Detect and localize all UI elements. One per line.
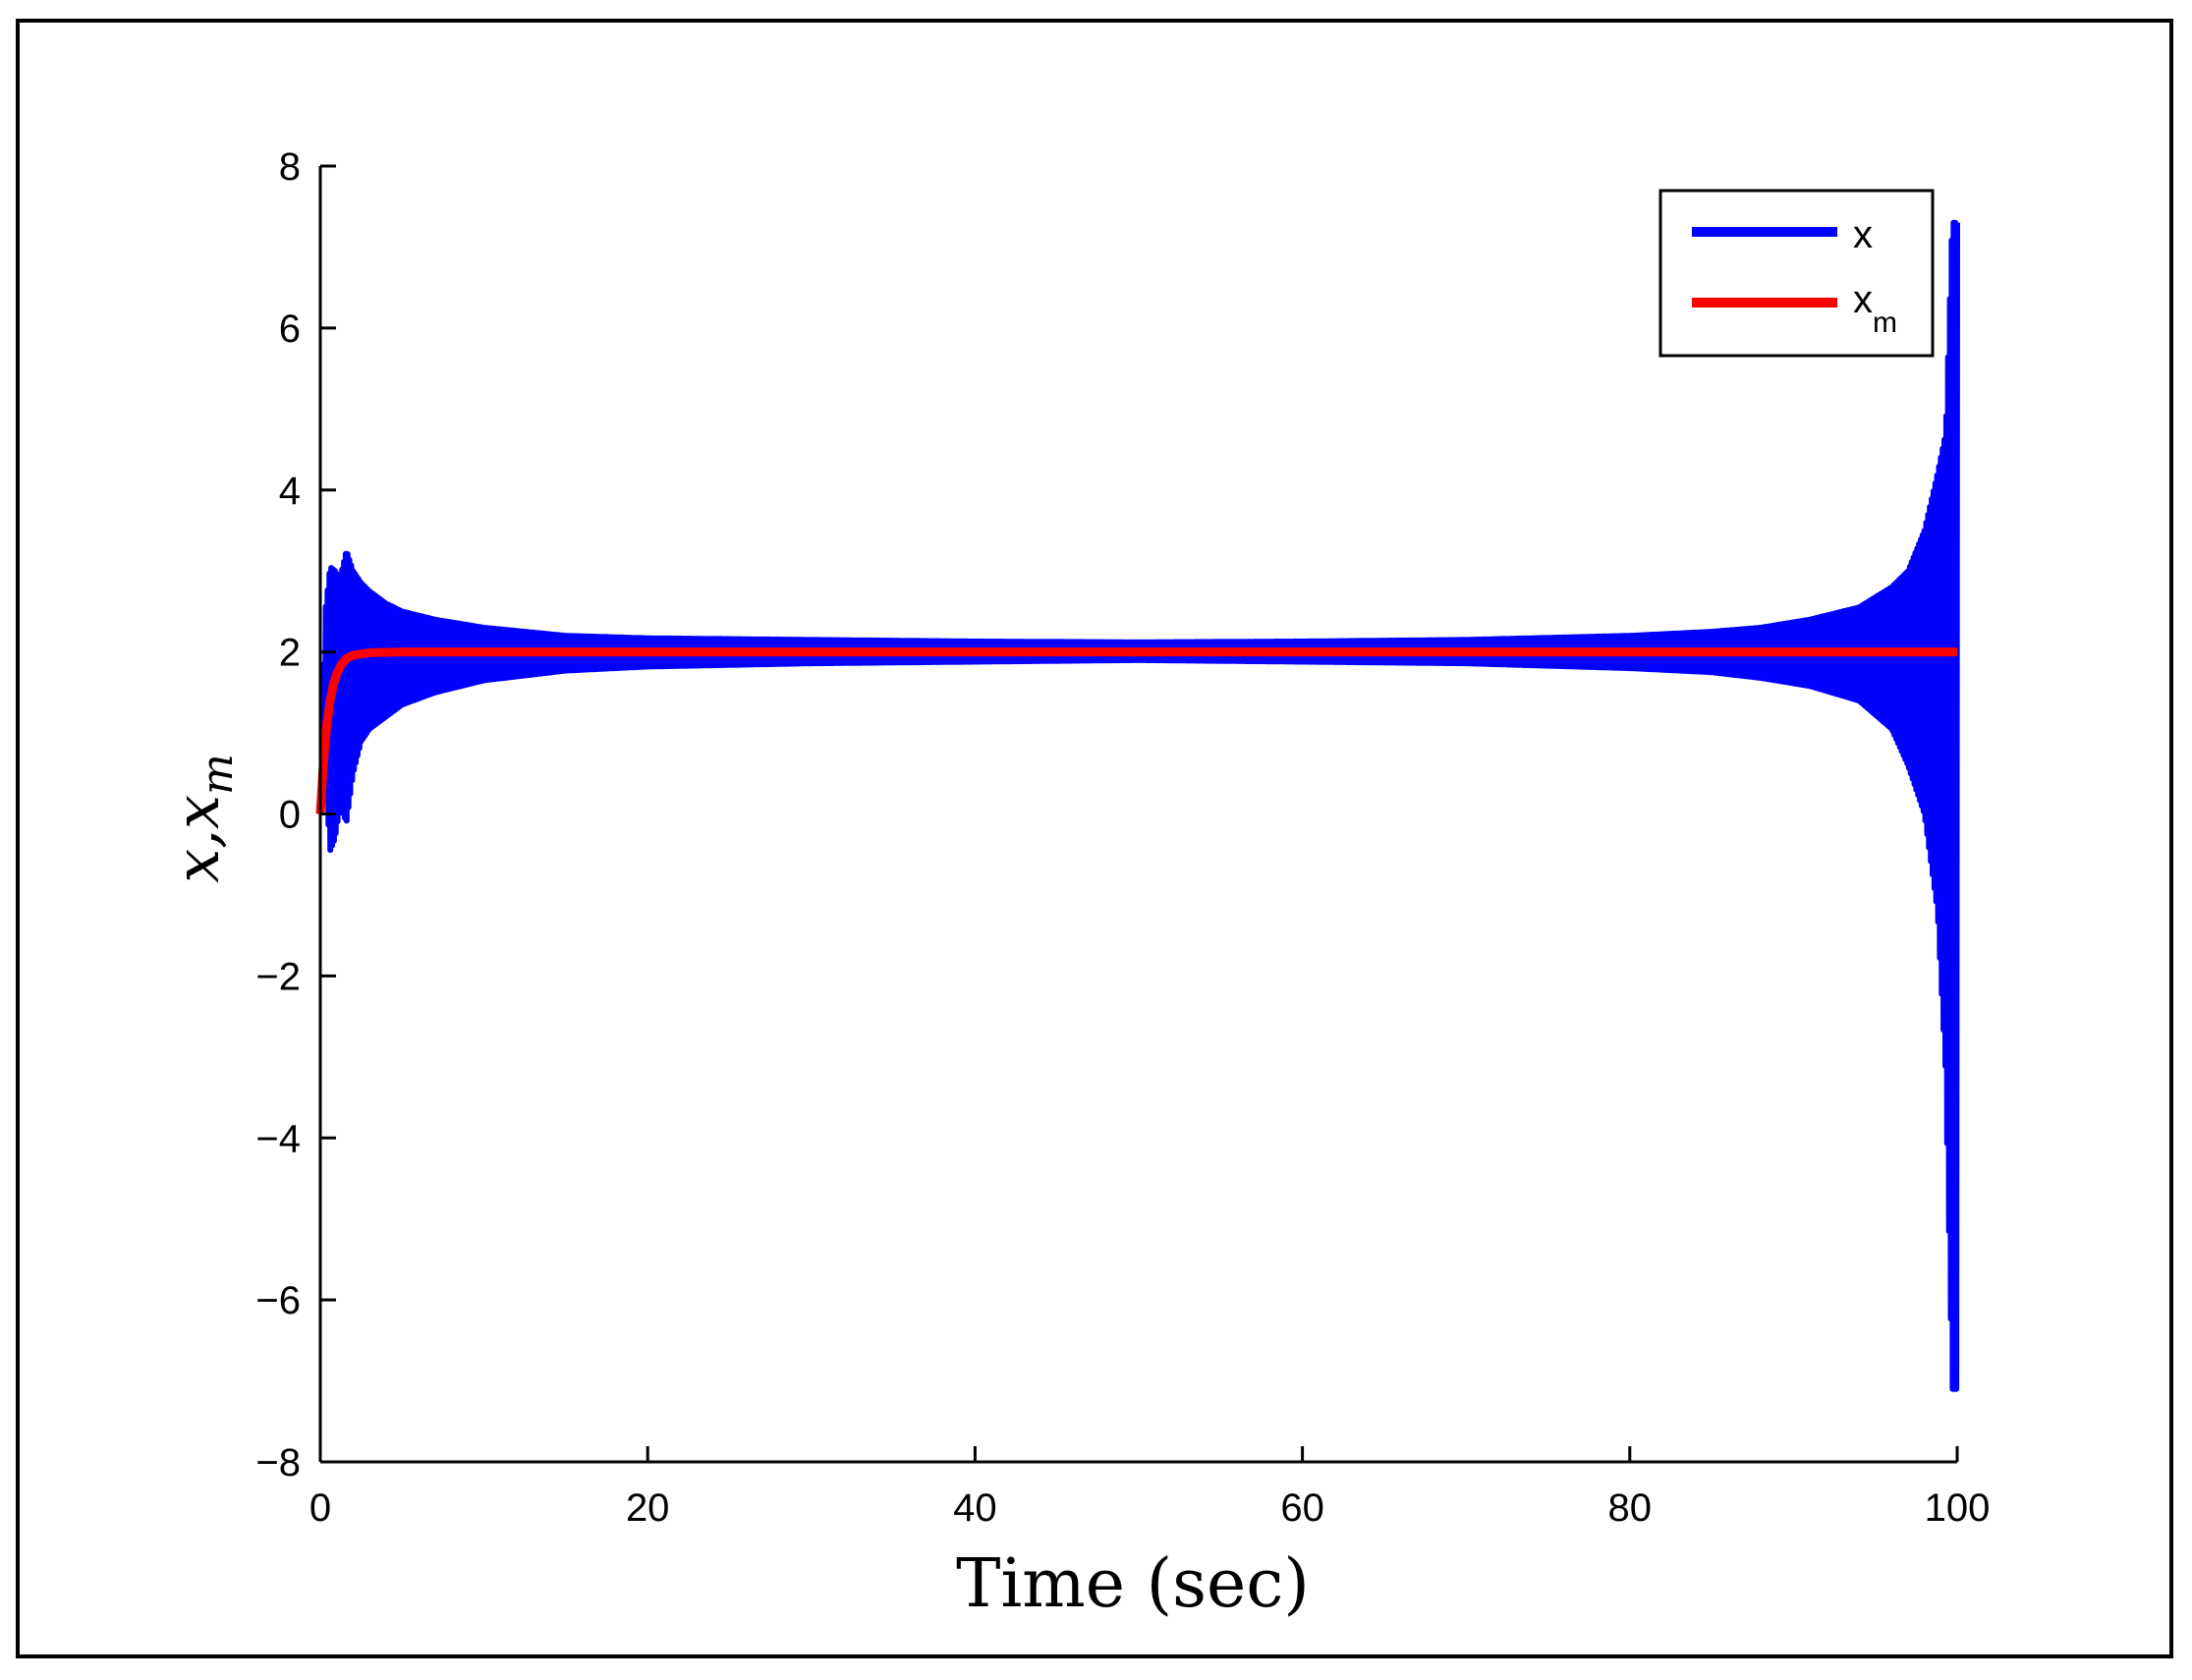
y-axis-title: x,xm <box>161 754 243 882</box>
legend-label-x: x <box>1853 213 1873 256</box>
y-tick-label: 8 <box>279 145 301 189</box>
y-axis-label-main: x,x <box>161 795 233 883</box>
x-tick-label: 80 <box>1608 1486 1653 1530</box>
y-tick-label: −8 <box>255 1441 301 1484</box>
y-tick-label: −4 <box>255 1117 301 1160</box>
legend: x xm <box>1658 189 1935 358</box>
x-tick-label: 100 <box>1925 1486 1991 1530</box>
y-tick-label: 2 <box>279 632 301 675</box>
y-axis-label-sub: m <box>193 754 243 795</box>
series-xm-line <box>315 647 1957 814</box>
y-axis-label: x,xm <box>161 754 243 882</box>
y-tick-label: −6 <box>255 1279 301 1322</box>
legend-box <box>1658 189 1935 358</box>
y-tick-label: 4 <box>279 470 301 513</box>
x-tick-label: 20 <box>626 1486 670 1530</box>
legend-label-xm: xm <box>1853 278 1897 339</box>
y-tick-label: 6 <box>279 308 301 351</box>
y-tick-label: −2 <box>255 955 301 998</box>
x-tick-label: 60 <box>1280 1486 1324 1530</box>
y-tick-label: 0 <box>279 794 301 837</box>
legend-label-xm-sub: m <box>1873 307 1897 339</box>
plot-area <box>315 219 1960 1392</box>
x-axis-title: Time (sec) <box>956 1545 1310 1623</box>
x-tick-label: 40 <box>953 1486 997 1530</box>
x-axis-label: Time (sec) <box>956 1545 1310 1623</box>
series-x-line <box>317 219 1960 1392</box>
x-tick-label: 0 <box>309 1486 331 1530</box>
legend-label-xm-main: x <box>1853 278 1873 321</box>
